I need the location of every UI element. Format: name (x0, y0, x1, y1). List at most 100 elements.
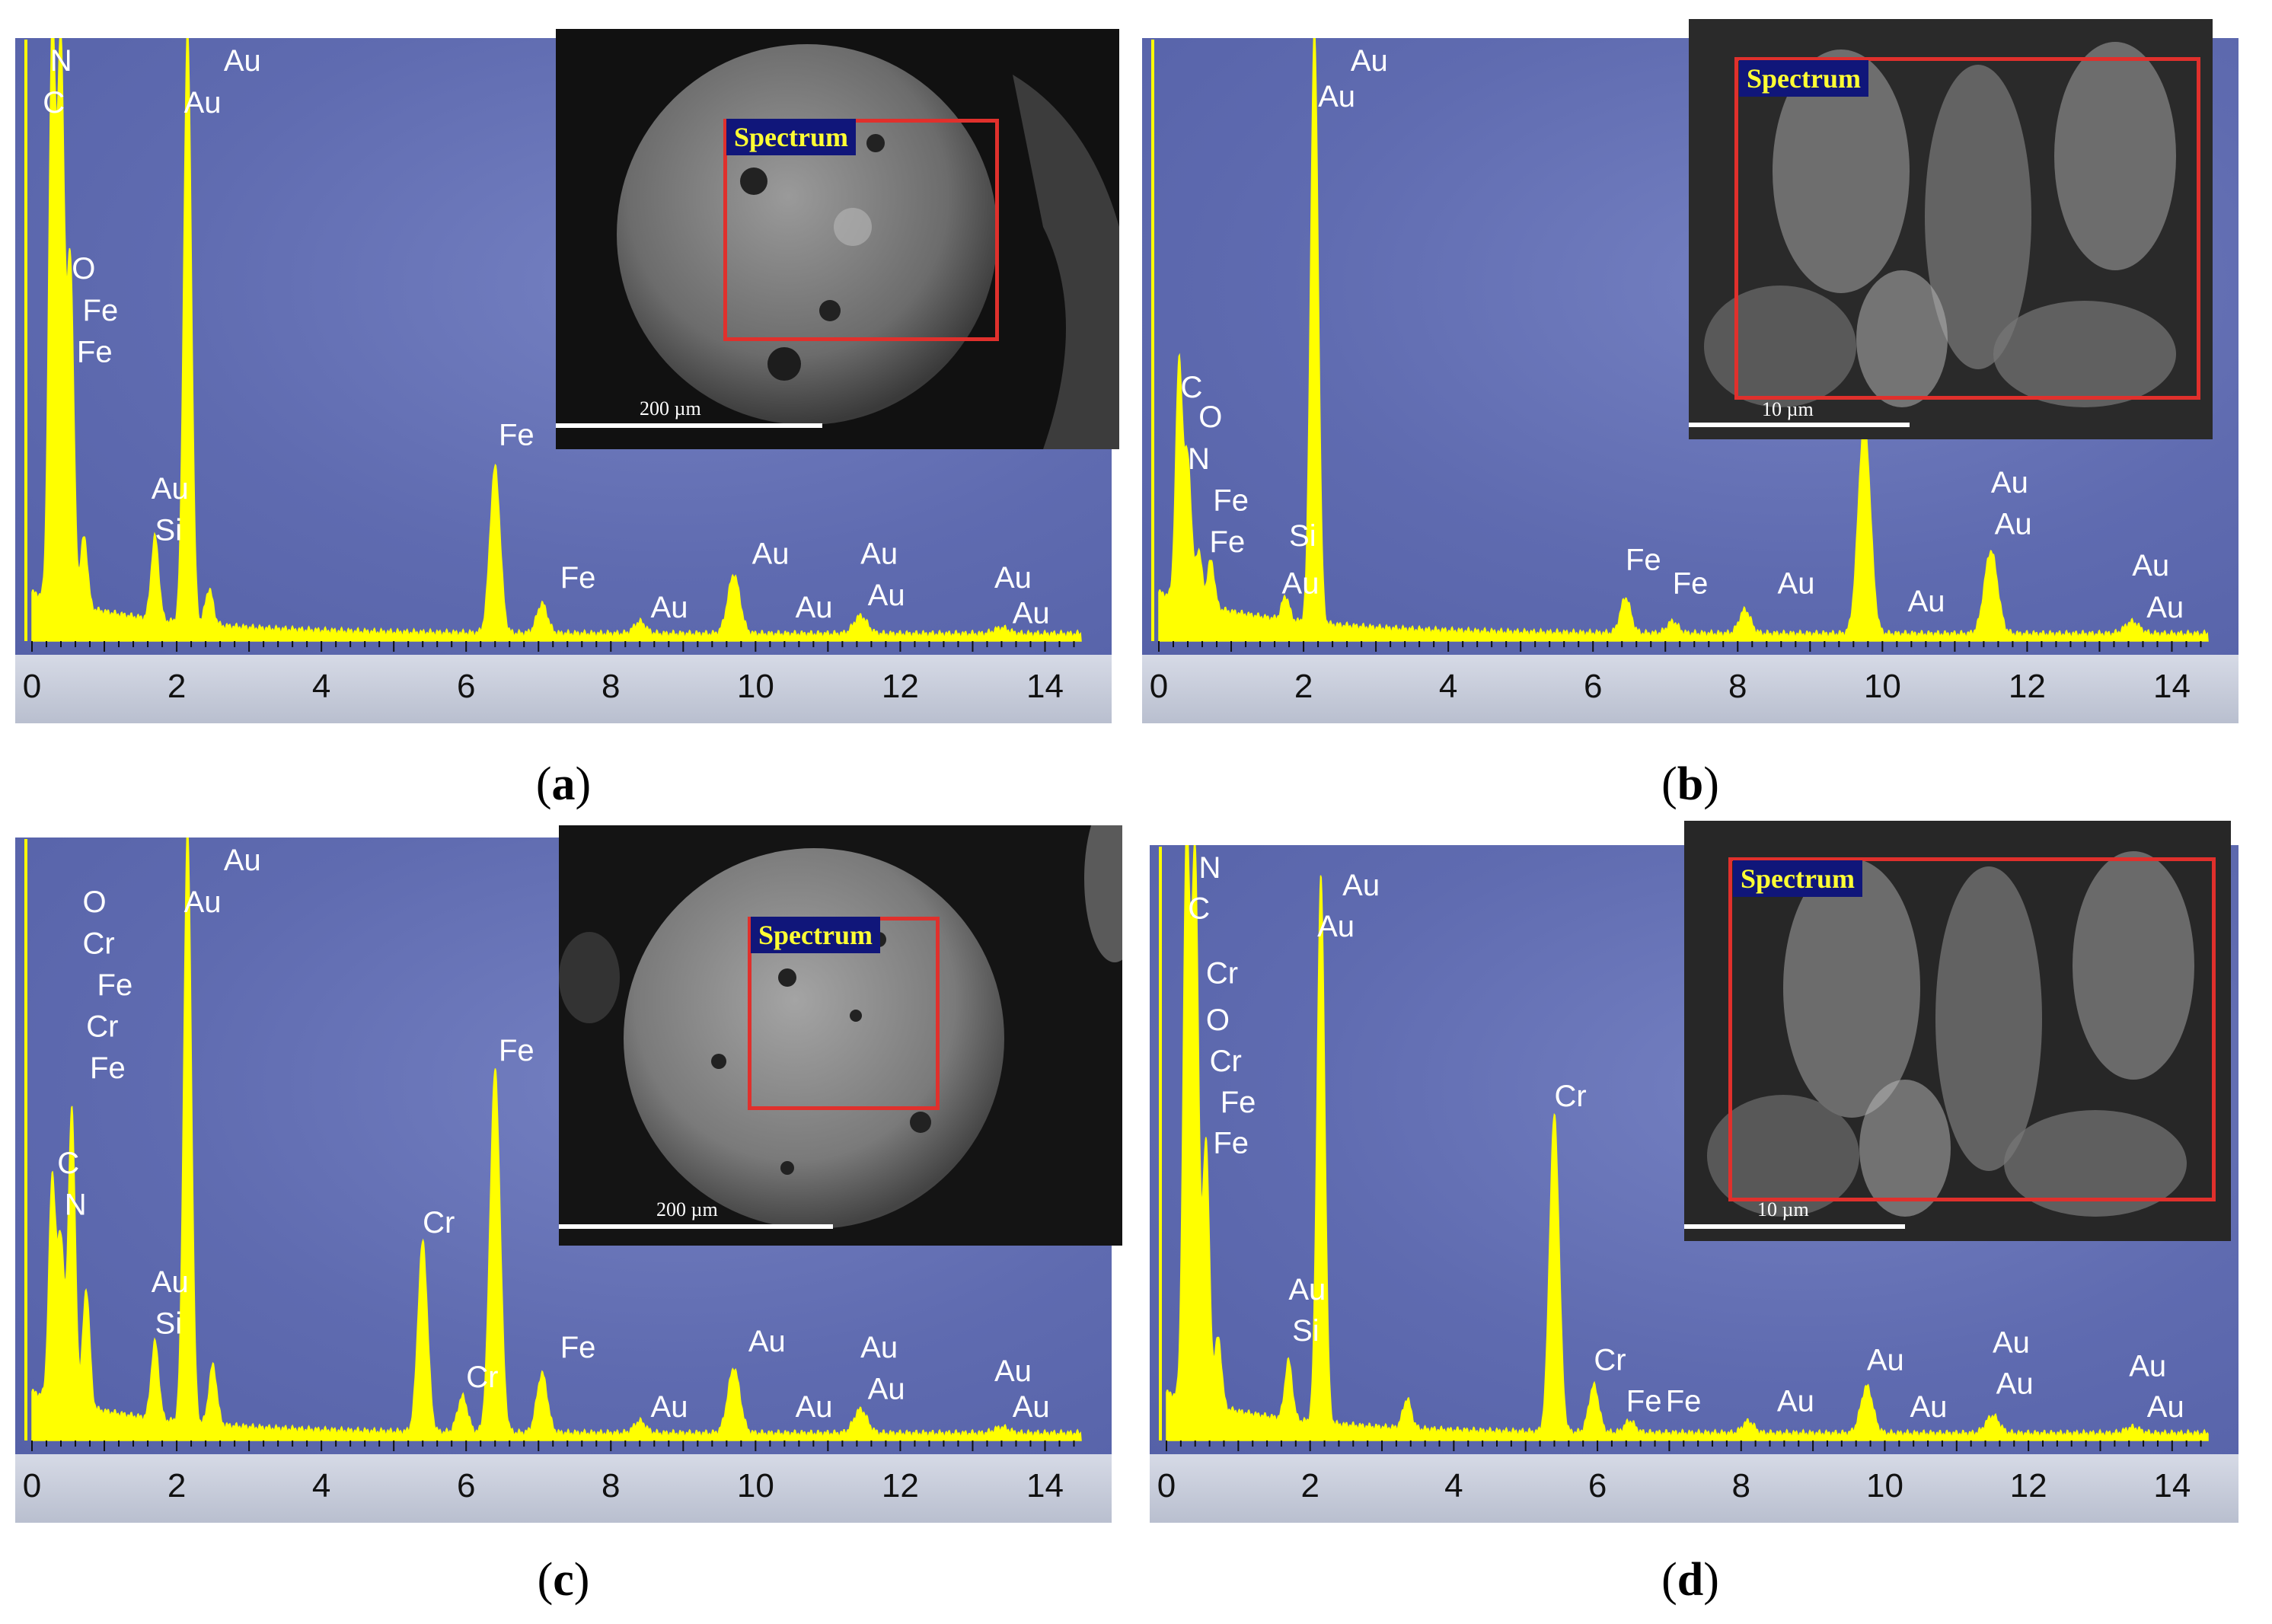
panel-d: N C Cr O Cr Fe Fe Au Au Au Si Cr Cr Fe Fe Au Au Au Au Au Au A… (1150, 821, 2238, 1523)
roi-box-b (1734, 57, 2200, 400)
peak-label: Au (1910, 1390, 1947, 1424)
peak-label: Fe (97, 968, 133, 1002)
peak-label: Cr (83, 927, 115, 960)
x-tick-label: 2 (168, 1467, 186, 1504)
peak-label: Au (1991, 466, 2028, 499)
peak-label: Au (994, 561, 1032, 595)
peak-label: Au (651, 1390, 688, 1424)
peak-label: Au (1777, 1385, 1814, 1418)
x-tick-label: 6 (1588, 1467, 1607, 1504)
peak-label: N (65, 1188, 87, 1222)
peak-label: Fe (1626, 543, 1661, 576)
caption-d: (d) (1661, 1554, 1719, 1606)
peak-label: Cr (466, 1361, 498, 1394)
x-tick-label: 4 (1444, 1467, 1463, 1504)
peak-label: Au (152, 472, 189, 506)
spectrum-curve (1158, 38, 2209, 642)
peak-label: Au (1995, 508, 2032, 541)
roi-label-a: Spectrum (726, 119, 856, 155)
peak-label: Au (1351, 44, 1388, 78)
x-tick-label: 2 (1294, 668, 1313, 705)
peak-label: Au (2132, 549, 2169, 582)
peak-label: Fe (1626, 1385, 1662, 1418)
peak-label: Au (860, 1331, 898, 1364)
peak-label: Au (1013, 1390, 1050, 1424)
peak-label: Au (796, 591, 833, 624)
panel-c: O Cr Fe Cr Fe C N Au Au Au Si Cr Cr Fe Fe Au Au Au Au Au Au A… (15, 825, 1122, 1523)
peak-label: Au (1778, 567, 1815, 601)
peak-label: O (83, 885, 107, 919)
sem-inset-c: Spectrum 200 µm (559, 825, 1122, 1246)
peak-label: Au (1342, 869, 1380, 902)
peak-label: O (72, 252, 95, 286)
peak-label: Cr (1210, 1045, 1242, 1078)
peak-label: Fe (1221, 1086, 1256, 1119)
x-tick-label: 8 (1728, 668, 1747, 705)
x-tick-label: 12 (882, 1467, 919, 1504)
peak-label: Si (1289, 519, 1316, 553)
peak-label: Au (1996, 1367, 2034, 1400)
x-axis-b: 0 2 4 6 8 10 12 14 (1142, 655, 2238, 723)
roi-label-c: Spectrum (751, 917, 880, 953)
x-tick-label: 0 (23, 1467, 41, 1504)
peak-label: C (43, 86, 65, 120)
peak-label: O (1198, 400, 1222, 434)
peak-label: Au (1317, 910, 1355, 943)
x-tick-label: 6 (457, 1467, 475, 1504)
x-tick-label: 14 (2153, 668, 2191, 705)
peak-label: Si (1292, 1314, 1319, 1348)
peak-label: C (57, 1147, 79, 1180)
peak-label: Cr (1206, 956, 1238, 990)
x-tick-label: 12 (2009, 668, 2046, 705)
peak-label: Au (224, 44, 261, 78)
peak-label: Fe (499, 1034, 534, 1067)
peak-label: Au (748, 1325, 786, 1358)
x-tick-label: 12 (2010, 1467, 2047, 1504)
spectrum-curve (31, 38, 1082, 642)
peak-label: Fe (1213, 483, 1249, 517)
peak-label: N (1188, 442, 1210, 476)
peak-label: Au (224, 844, 261, 877)
x-tick-label: 0 (23, 668, 41, 705)
scale-text-d: 10 µm (1757, 1198, 1809, 1220)
x-axis-a: 0 2 4 6 8 10 12 14 (15, 655, 1112, 723)
roi-label-b: Spectrum (1739, 60, 1868, 97)
panel-b: C O N Fe Fe Si Au Au Au Fe Fe Au Au Au Au Au Au 0 2 4 6 8 10 1… (1142, 19, 2238, 723)
peak-label: Au (860, 538, 898, 571)
caption-b: (b) (1661, 758, 1719, 810)
x-tick-label: 8 (1732, 1467, 1750, 1504)
peak-label: Cr (86, 1010, 118, 1044)
peak-label: Fe (1673, 567, 1709, 601)
x-tick-label: 0 (1150, 668, 1168, 705)
peak-label: Au (152, 1265, 189, 1299)
x-tick-label: 0 (1157, 1467, 1176, 1504)
peak-label: Au (2129, 1349, 2166, 1383)
x-axis-d: 0 2 4 6 8 10 12 14 (1150, 1454, 2238, 1523)
caption-a: (a) (535, 758, 592, 810)
x-tick-label: 14 (1026, 1467, 1064, 1504)
x-tick-label: 4 (1439, 668, 1457, 705)
scale-bar-d (1684, 1224, 1905, 1229)
peak-label: Au (184, 86, 222, 120)
scale-bar-c (559, 1224, 833, 1229)
peak-label: Au (1282, 567, 1319, 601)
x-axis-c: 0 2 4 6 8 10 12 14 (15, 1454, 1112, 1523)
sem-inset-a: Spectrum 200 µm (556, 29, 1119, 449)
x-tick-label: 14 (1026, 668, 1064, 705)
peak-label: Au (1867, 1344, 1904, 1377)
peak-label: Au (1908, 585, 1945, 618)
eds-spectrum-c: OCrFeCrFeCNAuAuAuSiCrCrFeFeAuAuAuAuAuAuA… (24, 838, 1082, 1451)
peak-label: Au (1013, 597, 1050, 630)
peak-label: Fe (83, 294, 119, 327)
peak-label: Cr (423, 1206, 455, 1240)
x-tick-label: 8 (602, 668, 620, 705)
sem-image-a (556, 29, 1119, 449)
roi-box-d (1728, 857, 2216, 1201)
peak-label: Fe (90, 1051, 126, 1085)
sem-inset-d: Spectrum 10 µm (1684, 821, 2231, 1241)
peak-label: Au (2147, 1390, 2184, 1424)
